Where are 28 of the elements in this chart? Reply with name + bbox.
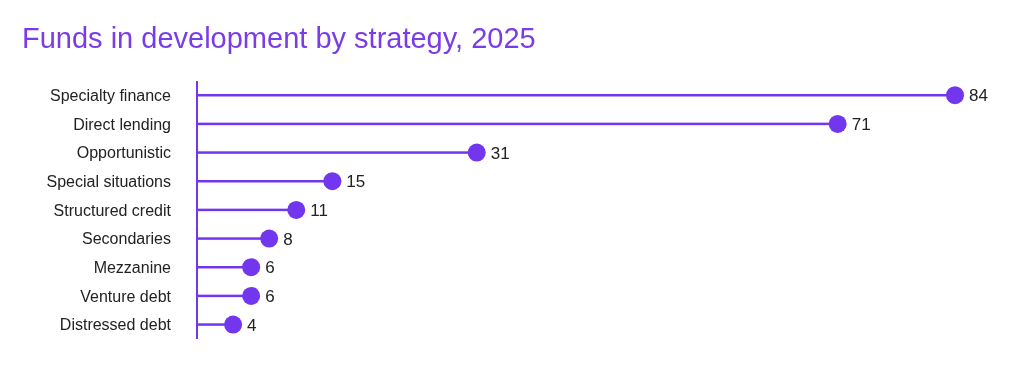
point: [946, 86, 964, 105]
point: [323, 172, 342, 191]
y-tick-label: Distressed debt: [59, 316, 172, 334]
data-label: 6: [265, 258, 275, 278]
data-label: 8: [283, 229, 293, 249]
data-label: 4: [247, 315, 257, 335]
point: [242, 286, 261, 305]
data-label: 6: [265, 286, 275, 306]
data-label: 31: [490, 143, 510, 163]
y-tick-label: Specialty finance: [50, 87, 172, 105]
data-label: 84: [969, 86, 988, 106]
point: [224, 315, 243, 334]
y-tick-label: Mezzanine: [93, 259, 172, 277]
point: [287, 200, 306, 219]
data-label: 11: [310, 200, 328, 220]
point: [828, 114, 847, 133]
data-label: 71: [851, 114, 871, 134]
point: [467, 143, 486, 162]
point: [260, 229, 279, 248]
y-tick-label: Secondaries: [82, 230, 171, 248]
y-tick-label: Structured credit: [53, 201, 172, 219]
y-tick-label: Special situations: [46, 173, 171, 191]
y-tick-label: Venture debt: [80, 287, 172, 305]
y-tick-label: Direct lending: [73, 115, 171, 133]
y-tick-label: Opportunistic: [76, 144, 171, 162]
point: [242, 258, 261, 277]
chart-title: Funds in development by strategy, 2025: [21, 21, 537, 56]
data-label: 15: [346, 172, 366, 192]
